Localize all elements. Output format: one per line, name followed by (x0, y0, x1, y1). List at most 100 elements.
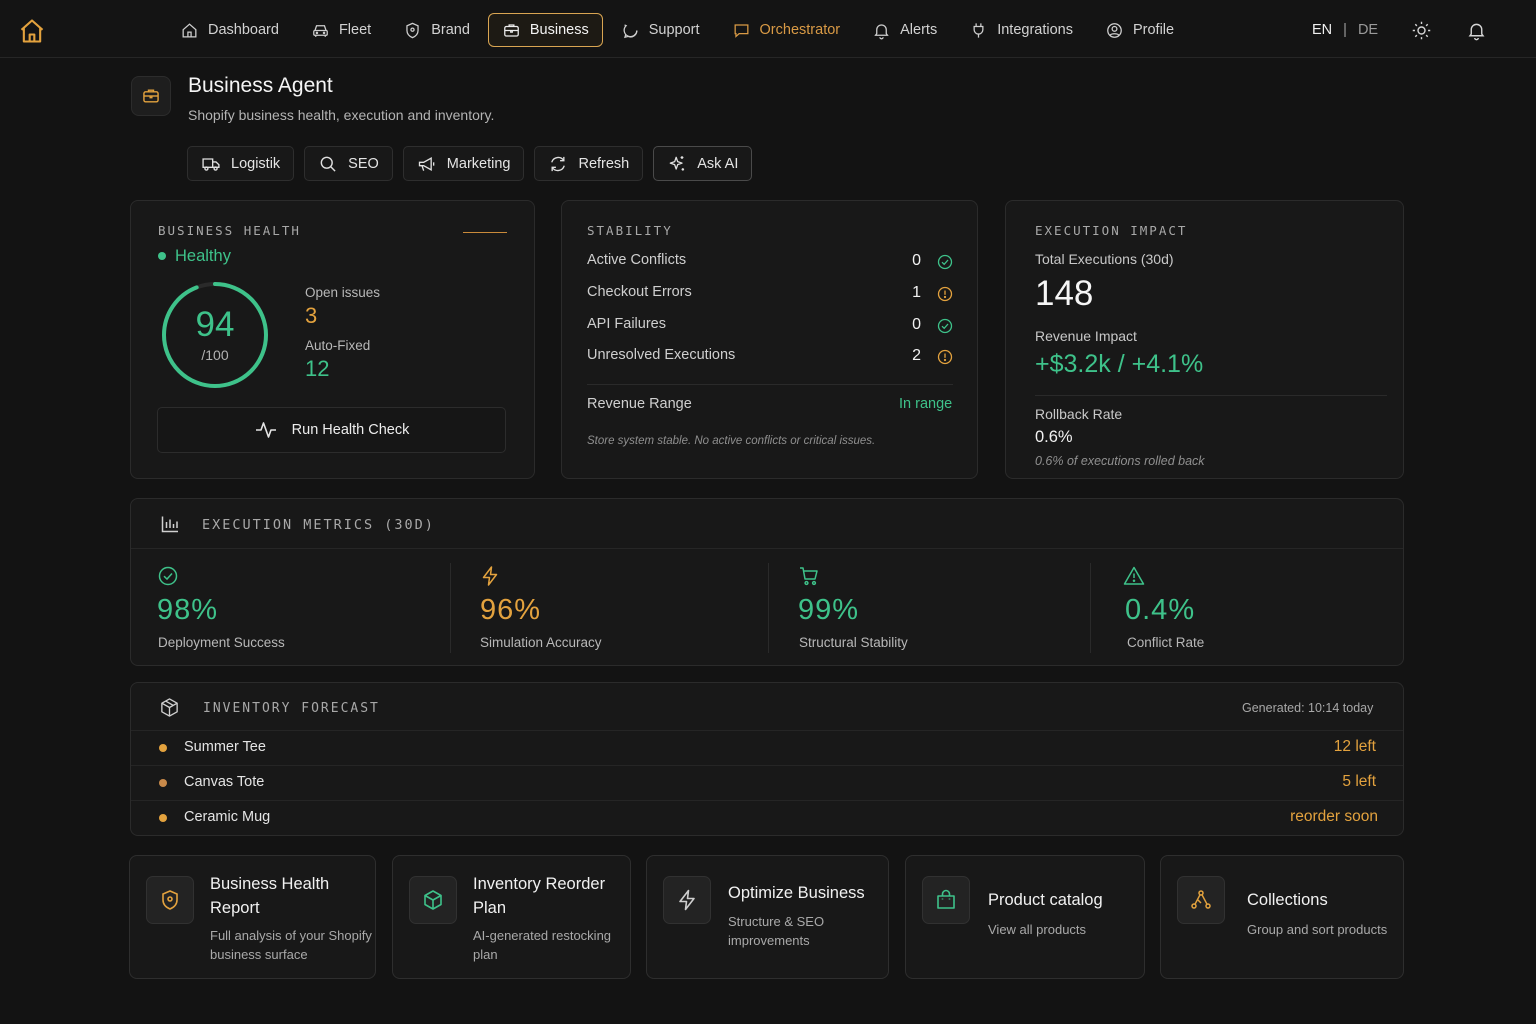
megaphone-icon (418, 156, 435, 171)
stability-caption: STABILITY (587, 223, 673, 238)
ring-progress (162, 282, 268, 388)
bag-icon (937, 889, 955, 909)
logistik-button[interactable]: Logistik (187, 146, 295, 181)
tile-title: Optimize Business (728, 884, 865, 902)
optimize-business-tile[interactable]: Optimize Business Structure & SEO improve… (646, 855, 889, 979)
seo-button[interactable]: SEO (304, 146, 393, 181)
nav-brand[interactable]: Brand (389, 13, 484, 47)
top-navigation-bar: Dashboard Fleet Brand Business Support O… (0, 0, 1536, 58)
language-switcher: EN | DE (1312, 22, 1378, 38)
bell-icon (874, 23, 889, 39)
nav-support[interactable]: Support (607, 13, 714, 47)
metric-label: Structural Stability (799, 635, 908, 650)
refresh-button[interactable]: Refresh (534, 146, 644, 181)
nav-business[interactable]: Business (487, 13, 603, 47)
page-subtitle: Shopify business health, execution and i… (188, 107, 495, 123)
inventory-stock-value: 12 left (1333, 738, 1376, 755)
inventory-reorder-plan-tile[interactable]: Inventory Reorder Plan AI-generated resto… (392, 855, 631, 979)
tile-description: Full analysis of your Shopify business su… (210, 928, 372, 962)
lang-de[interactable]: DE (1357, 22, 1379, 38)
product-catalog-tile[interactable]: Product catalog View all products (905, 855, 1145, 979)
metric-value: 0.4% (1125, 594, 1196, 626)
nav-label: Brand (431, 22, 470, 38)
sparkle-icon (669, 155, 685, 171)
action-toolbar: Logistik SEO Marketing Refresh Ask AI (187, 146, 753, 181)
inventory-dot (159, 814, 167, 822)
divider (1090, 563, 1091, 653)
nav-integrations[interactable]: Integrations (955, 13, 1087, 47)
car-icon (313, 24, 328, 37)
main-nav: Dashboard Fleet Brand Business Support O… (166, 13, 1188, 47)
nav-label: Support (648, 22, 700, 38)
health-score-ring (162, 282, 268, 388)
generated-time: 10:14 today (1308, 701, 1374, 715)
business-health-report-tile[interactable]: Business Health Report Full analysis of y… (129, 855, 376, 979)
execution-metrics-card (130, 498, 1404, 666)
stability-row-label: Checkout Errors (587, 284, 692, 300)
nav-dashboard[interactable]: Dashboard (166, 13, 293, 47)
inventory-dot (159, 744, 167, 752)
message-square-icon (734, 23, 748, 38)
inventory-row[interactable]: Canvas Tote 5 left (131, 765, 1403, 799)
tile-icon-box (922, 876, 970, 924)
stability-row: Active Conflicts 0 (587, 252, 953, 274)
inventory-row[interactable]: Summer Tee 12 left (131, 730, 1403, 764)
sun-icon[interactable] (1411, 20, 1432, 41)
auto-fixed-label: Auto-Fixed (305, 338, 371, 353)
divider (131, 548, 1403, 549)
home-icon[interactable] (18, 17, 46, 45)
lang-separator: | (1343, 22, 1347, 38)
nav-label: Alerts (900, 22, 938, 38)
graph-icon (1191, 890, 1211, 909)
tile-title: Inventory Reorder Plan (473, 875, 606, 917)
nav-alerts[interactable]: Alerts (858, 13, 951, 47)
nav-label: Business (529, 22, 589, 38)
stability-row-value: 2 (912, 347, 921, 364)
tile-description: Group and sort products (1247, 922, 1388, 937)
nav-fleet[interactable]: Fleet (297, 13, 385, 47)
page-title: Business Agent (188, 74, 333, 97)
execution-metrics-caption: EXECUTION METRICS (30D) (202, 517, 435, 533)
execution-impact-caption: EXECUTION IMPACT (1035, 223, 1188, 238)
lang-en[interactable]: EN (1312, 22, 1333, 38)
rollback-rate-label: Rollback Rate (1035, 406, 1123, 422)
shield-icon (162, 890, 178, 910)
inventory-stock-value: reorder soon (1290, 808, 1378, 825)
revenue-impact-value: +$3.2k / +4.1% (1035, 350, 1204, 378)
collections-tile[interactable]: Collections Group and sort products (1160, 855, 1404, 979)
nav-label: Dashboard (208, 22, 279, 38)
rollback-rate-value: 0.6% (1035, 428, 1073, 446)
marketing-button[interactable]: Marketing (402, 146, 525, 181)
tile-icon-box (1177, 876, 1225, 924)
health-score-max: /100 (201, 347, 229, 363)
action-label: Marketing (446, 155, 511, 172)
inventory-forecast-card (130, 682, 1404, 836)
generated-timestamp: Generated: 10:14 today (1242, 701, 1373, 715)
nav-orchestrator[interactable]: Orchestrator (718, 13, 855, 47)
auto-fixed-value: 12 (305, 356, 330, 381)
alert-circle-icon (937, 349, 953, 365)
revenue-range-value: In range (899, 396, 953, 412)
plug-icon (973, 22, 984, 38)
metric-value: 99% (798, 594, 860, 626)
ask-ai-button[interactable]: Ask AI (653, 146, 753, 181)
stability-row: API Failures 0 (587, 316, 953, 338)
metric-label: Simulation Accuracy (480, 635, 602, 650)
nav-profile[interactable]: Profile (1091, 13, 1188, 47)
tile-title: Business Health Report (210, 875, 330, 917)
nav-label: Fleet (338, 22, 372, 38)
stability-row-value: 0 (912, 252, 921, 269)
inventory-row[interactable]: Ceramic Mug reorder soon (131, 800, 1403, 834)
shield-icon (406, 22, 419, 38)
stability-card (561, 200, 978, 479)
health-status: Healthy (175, 247, 231, 265)
stability-note: Store system stable. No active conflicts… (587, 435, 876, 447)
briefcase-icon (143, 89, 159, 103)
metric-label: Deployment Success (158, 635, 285, 650)
total-executions-value: 148 (1035, 274, 1094, 313)
bell-icon[interactable] (1466, 20, 1487, 41)
run-health-check-button[interactable]: Run Health Check (157, 407, 506, 453)
bar-chart-icon (161, 516, 178, 533)
execution-impact-card (1005, 200, 1404, 479)
nav-label: Profile (1132, 22, 1175, 38)
